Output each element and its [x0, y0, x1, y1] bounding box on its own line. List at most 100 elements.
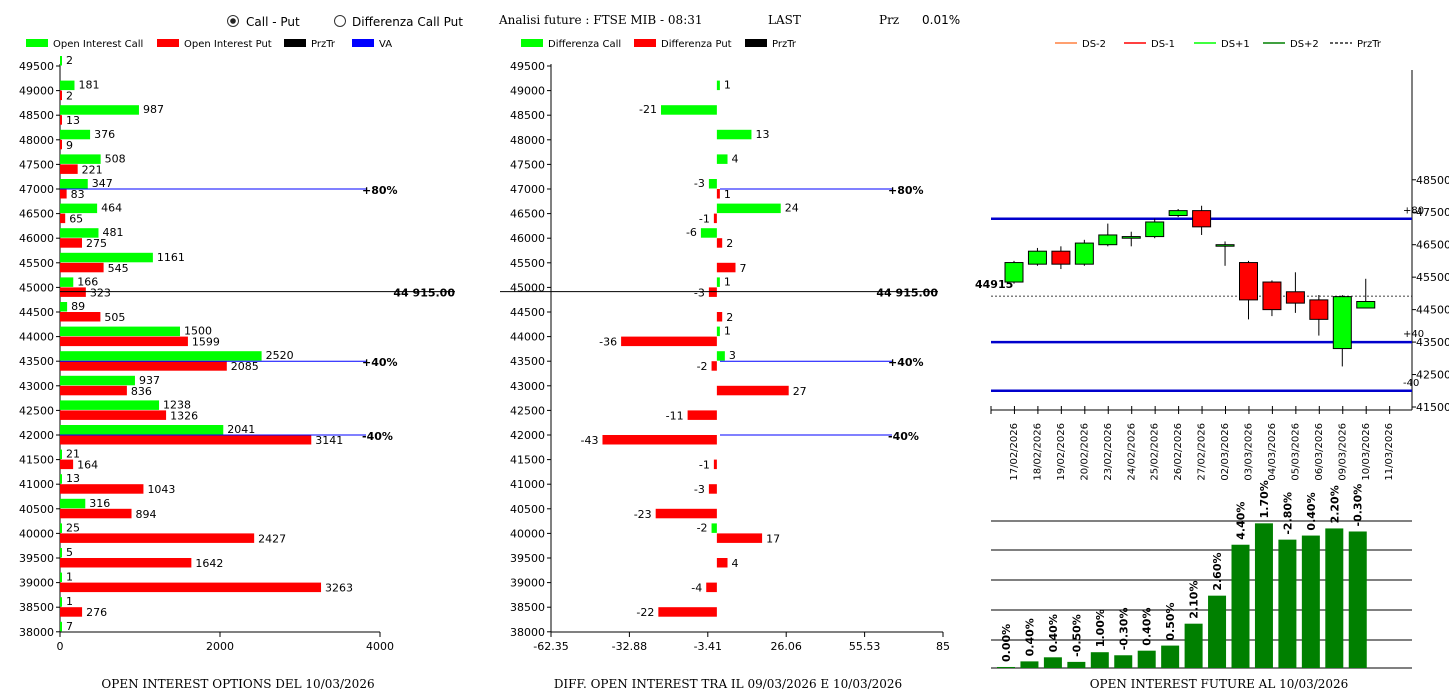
price-tick-label: 47500: [1416, 206, 1449, 219]
pct-bar: [1231, 544, 1250, 668]
call-bar: [711, 523, 717, 533]
candle-body: [1309, 299, 1329, 320]
pct-bar: [1208, 595, 1227, 668]
call-bar: [60, 228, 99, 238]
y-tick-label: 41500: [19, 454, 54, 467]
y-tick-label: 47000: [19, 183, 54, 196]
y-tick-label: 46000: [510, 232, 545, 245]
call-value-label: -21: [639, 103, 657, 116]
call-value-label: 2: [66, 54, 73, 67]
put-value-label: 65: [69, 213, 83, 226]
date-label: 26/02/2026: [1173, 423, 1184, 481]
radio-diff[interactable]: [334, 15, 346, 27]
call-value-label: -6: [686, 226, 697, 239]
pct-bar: [997, 666, 1015, 668]
call-value-label: 1500: [184, 325, 212, 338]
call-value-label: 2520: [266, 349, 294, 362]
put-value-label: 545: [108, 262, 129, 275]
header-title: Analisi future : FTSE MIB - 08:31: [498, 13, 703, 27]
call-value-label: 13: [66, 472, 80, 485]
pct-label: 4.40%: [1235, 502, 1248, 540]
put-value-label: 164: [77, 459, 98, 472]
pct-label: 1.00%: [1094, 609, 1107, 647]
call-bar: [60, 523, 62, 533]
candle-body: [1239, 262, 1258, 301]
put-value-label: 275: [86, 237, 107, 250]
put-value-label: -11: [666, 409, 684, 422]
put-value-label: 9: [66, 139, 73, 152]
call-value-label: 3: [729, 349, 736, 362]
y-tick-label: 43000: [19, 380, 54, 393]
call-value-label: 937: [139, 374, 160, 387]
candle-body: [1074, 242, 1094, 265]
x-tick-label: 2000: [206, 640, 234, 653]
legend-label: Differenza Put: [661, 39, 732, 50]
call-value-label: 166: [77, 275, 98, 288]
call-value-label: 13: [755, 128, 769, 141]
put-value-label: 7: [739, 262, 746, 275]
candle-body: [1145, 221, 1165, 238]
call-value-label: 5: [66, 546, 73, 559]
pct-label: 0.40%: [1305, 492, 1318, 530]
radio-call-put-label[interactable]: Call - Put: [246, 15, 300, 29]
price-tick-label: 45500: [1416, 271, 1449, 284]
pct-bar: [1137, 650, 1156, 668]
pct-label: -0.30%: [1352, 484, 1365, 527]
legend-label: DS+1: [1221, 39, 1250, 50]
radio-diff-label[interactable]: Differenza Call Put: [352, 15, 463, 29]
call-value-label: 316: [89, 497, 110, 510]
candle-body: [1004, 262, 1024, 283]
call-bar: [60, 572, 62, 583]
call-value-label: -2: [697, 521, 708, 534]
last-label: LAST: [768, 13, 801, 27]
put-bar: [713, 213, 717, 224]
put-value-label: 4: [732, 557, 739, 570]
call-bar: [60, 449, 62, 460]
level-label: +80: [1403, 206, 1424, 217]
legend-label: Open Interest Put: [184, 39, 272, 50]
put-bar: [60, 312, 101, 322]
put-bar: [60, 262, 104, 273]
pct-bar: [1278, 539, 1297, 668]
y-tick-label: 40500: [510, 503, 545, 516]
candle-body: [1098, 234, 1118, 246]
call-value-label: 24: [785, 202, 799, 215]
call-bar: [716, 351, 725, 361]
put-bar: [60, 533, 255, 543]
level-label: +40: [1403, 329, 1424, 340]
pct-label: -0.30%: [1117, 608, 1130, 651]
pct-label: 0.40%: [1141, 608, 1154, 646]
call-bar: [60, 252, 153, 263]
call-value-label: 89: [71, 300, 85, 313]
put-bar: [60, 607, 83, 617]
y-tick-label: 49000: [510, 85, 545, 98]
put-bar: [60, 385, 127, 396]
y-tick-label: 49000: [19, 85, 54, 98]
put-bar: [708, 287, 717, 297]
put-value-label: 17: [766, 532, 780, 545]
y-tick-label: 40500: [19, 503, 54, 516]
pct-label: 2.10%: [1188, 581, 1201, 619]
call-bar: [716, 129, 752, 140]
y-tick-label: 45500: [510, 257, 545, 270]
pct-label: 2.60%: [1211, 552, 1224, 590]
x-tick-label: -3.41: [694, 640, 722, 653]
call-bar: [60, 425, 224, 435]
price-label: 44915: [975, 278, 1013, 291]
call-value-label: 181: [78, 79, 99, 92]
legend-label: Differenza Call: [548, 39, 621, 50]
legend-swatch-differenza-call: [521, 39, 543, 47]
y-tick-label: 48000: [19, 134, 54, 147]
call-value-label: 1: [724, 325, 731, 338]
call-bar: [661, 105, 717, 115]
pct-bar: [1301, 535, 1320, 668]
candle-body: [1168, 210, 1188, 216]
y-tick-label: 49500: [19, 60, 54, 73]
level-label: -40%: [362, 430, 393, 443]
call-bar: [60, 400, 160, 410]
date-label: 19/02/2026: [1056, 423, 1067, 481]
put-bar: [60, 115, 62, 125]
put-bar: [60, 238, 82, 248]
pct-label: -2.80%: [1281, 492, 1294, 535]
